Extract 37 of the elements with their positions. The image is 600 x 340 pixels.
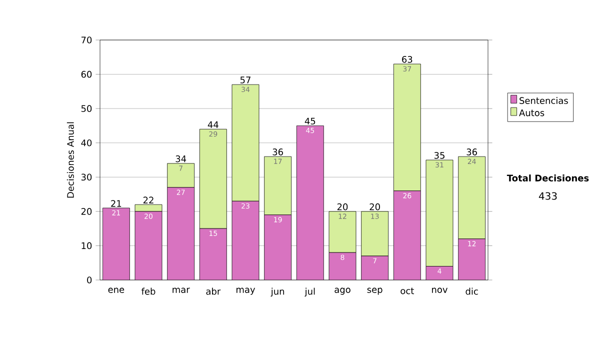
x-tick-label: sep [367, 288, 382, 295]
x-tick-label: dic [466, 288, 478, 295]
x-tick-label: may [236, 288, 256, 295]
y-tick-label: 10 [82, 242, 92, 250]
total-label: 57 [240, 76, 250, 84]
x-tick-label: jul [304, 288, 315, 296]
total-label: 35 [434, 152, 444, 159]
total-label: 44 [208, 121, 218, 128]
y-axis-title: Decisiones Anual [66, 122, 74, 198]
x-tick-label: ene [108, 288, 124, 293]
legend-label: Sentencias [520, 97, 568, 104]
total-label: 20 [370, 203, 380, 210]
total-label: 21 [111, 200, 122, 207]
total-label: 45 [304, 118, 316, 125]
x-tick-label: ago [334, 288, 350, 295]
total-label: 63 [402, 56, 412, 63]
total-label: 20 [337, 203, 348, 210]
y-tick-label: 40 [81, 139, 92, 146]
y-tick-label: 60 [81, 70, 92, 78]
legend-label: Autos [519, 110, 544, 116]
y-tick-label: 50 [81, 105, 92, 112]
y-tick-label: 70 [81, 36, 92, 44]
total-label: 36 [272, 148, 283, 156]
total-label: 34 [176, 155, 186, 162]
x-tick-label: nov [432, 288, 448, 293]
x-tick-label: feb [142, 288, 156, 295]
x-tick-label: oct [400, 288, 414, 294]
total-label: 22 [143, 196, 154, 204]
y-tick-label: 30 [81, 174, 92, 181]
y-tick-label: 20 [81, 208, 92, 215]
x-tick-label: jun [270, 288, 284, 296]
x-tick-label: abr [206, 288, 221, 295]
text: Total Decisiones [506, 174, 589, 182]
text: 433 [538, 192, 557, 200]
x-tick-label: mar [172, 288, 190, 293]
y-tick-label: 0 [87, 276, 92, 284]
total-label: 36 [466, 148, 477, 156]
